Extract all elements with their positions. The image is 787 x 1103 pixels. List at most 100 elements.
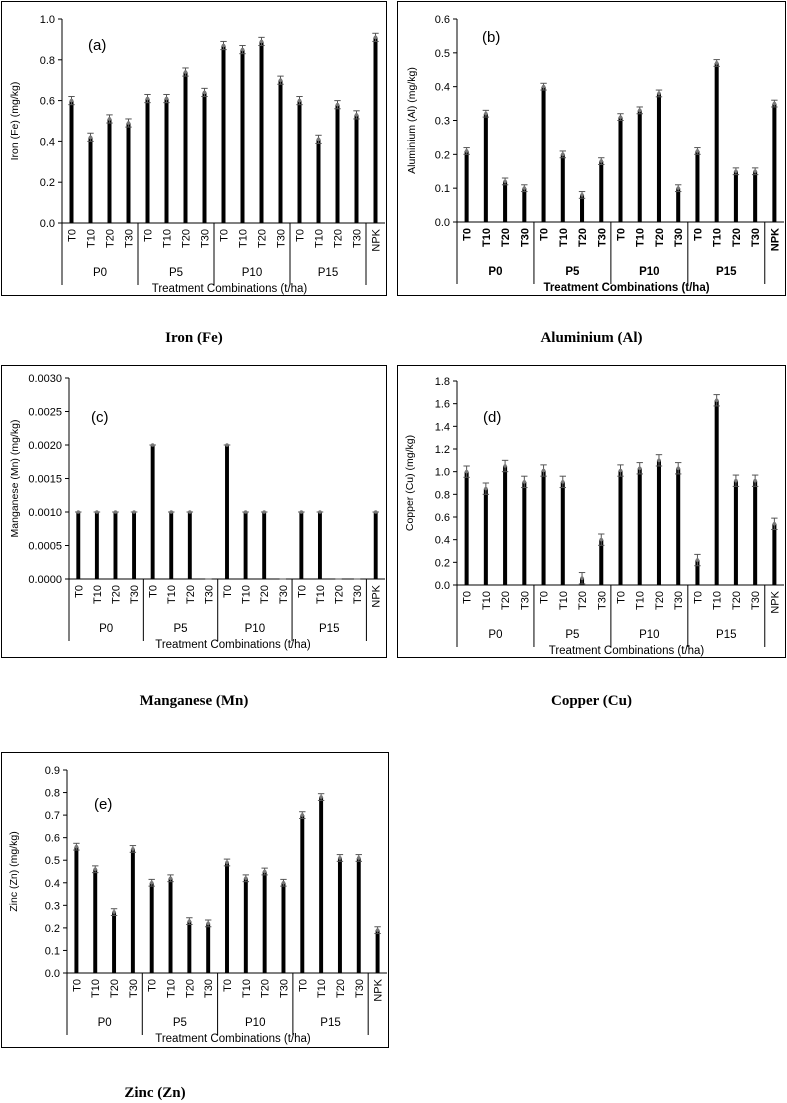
bar bbox=[753, 171, 758, 222]
group-label: P10 bbox=[242, 267, 262, 279]
mean-marker bbox=[580, 576, 584, 580]
y-tick-label: 1.2 bbox=[435, 444, 450, 456]
y-tick-label: 0.4 bbox=[435, 82, 450, 94]
category-label: T0 bbox=[219, 229, 231, 242]
mean-marker bbox=[187, 919, 192, 923]
category-label: T10 bbox=[314, 229, 326, 248]
category-label: T30 bbox=[354, 979, 366, 998]
panel-label: (a) bbox=[88, 37, 106, 54]
category-label: T0 bbox=[462, 228, 474, 241]
chart-panel-iron: 0.0 0.2 0.4 0.6 0.8 1.0 Iron (Fe) (mg/kg) (a) T0… bbox=[1, 1, 387, 296]
category-label: T0 bbox=[462, 591, 474, 604]
mean-marker bbox=[354, 113, 359, 117]
mean-marker bbox=[714, 61, 719, 65]
category-label: NPK bbox=[371, 228, 383, 251]
chart-panel-manganese: 0.0000 0.0005 0.0010 0.0015 0.0020 0.0025 0.00… bbox=[1, 365, 387, 658]
mean-marker bbox=[112, 910, 116, 914]
category-label: NPK bbox=[373, 978, 385, 1001]
bar bbox=[483, 488, 488, 585]
mean-marker bbox=[522, 480, 527, 484]
category-label: T10 bbox=[635, 228, 647, 247]
category-label: T30 bbox=[673, 591, 685, 610]
bar bbox=[262, 512, 267, 579]
mean-marker bbox=[772, 101, 777, 106]
category-label: T10 bbox=[558, 228, 570, 247]
category-label: T30 bbox=[750, 228, 762, 247]
category-label: T30 bbox=[519, 228, 531, 247]
bar bbox=[464, 471, 469, 585]
mean-marker bbox=[464, 149, 469, 153]
mean-marker bbox=[206, 921, 210, 926]
bar bbox=[94, 512, 99, 579]
bar bbox=[335, 104, 340, 223]
mean-marker bbox=[202, 90, 207, 95]
category-label: T20 bbox=[259, 585, 271, 604]
category-label: T20 bbox=[335, 979, 347, 998]
y-axis-title: Zinc (Zn) (mg/kg) bbox=[8, 831, 20, 912]
category-label: T0 bbox=[73, 585, 85, 598]
chart-caption-copper: Copper (Cu) bbox=[551, 693, 632, 709]
chart-caption-manganese: Manganese (Mn) bbox=[139, 693, 249, 709]
bar bbox=[76, 512, 81, 579]
category-label: T30 bbox=[129, 585, 141, 604]
category-label: T30 bbox=[596, 591, 608, 610]
category-label: T0 bbox=[222, 585, 234, 598]
chart-copper: 0.0 0.2 0.4 0.6 0.8 1.0 1.2 1.4 1.6 1.8 Copper (Cu… bbox=[404, 376, 784, 657]
mean-marker bbox=[74, 844, 79, 849]
bar bbox=[373, 37, 378, 223]
group-label: P0 bbox=[488, 266, 502, 278]
panel-label: (e) bbox=[94, 796, 112, 813]
category-label: T20 bbox=[105, 229, 117, 248]
category-label: T30 bbox=[278, 979, 290, 998]
y-tick-label: 0.0015 bbox=[28, 474, 62, 486]
mean-marker bbox=[95, 510, 99, 514]
bar bbox=[69, 100, 74, 223]
mean-marker bbox=[88, 135, 93, 140]
bar bbox=[240, 49, 245, 223]
bar bbox=[541, 86, 546, 223]
bar bbox=[753, 480, 758, 585]
bar bbox=[676, 188, 681, 222]
bar bbox=[560, 481, 565, 585]
mean-marker bbox=[164, 96, 169, 101]
mean-marker bbox=[637, 108, 642, 113]
category-label: T30 bbox=[352, 229, 364, 248]
mean-marker bbox=[541, 468, 546, 473]
bar bbox=[464, 150, 469, 222]
mean-marker bbox=[262, 869, 267, 874]
x-axis-title: Treatment Combinations (t/ha) bbox=[543, 282, 709, 294]
y-tick-label: 0.2 bbox=[40, 177, 55, 189]
chart-iron: 0.0 0.2 0.4 0.6 0.8 1.0 Iron (Fe) (mg/kg) (a) T0… bbox=[9, 14, 385, 295]
category-label: T20 bbox=[731, 228, 743, 247]
category-label: T0 bbox=[616, 228, 628, 241]
mean-marker bbox=[503, 179, 507, 184]
mean-marker bbox=[484, 111, 488, 116]
mean-marker bbox=[281, 880, 286, 885]
category-label: T30 bbox=[203, 979, 215, 998]
bar bbox=[150, 445, 155, 579]
category-label: T10 bbox=[241, 979, 253, 998]
bar bbox=[560, 154, 565, 222]
category-label: T0 bbox=[143, 229, 155, 242]
mean-marker bbox=[225, 443, 229, 447]
category-label: NPK bbox=[371, 584, 383, 607]
y-tick-label: 0.7 bbox=[45, 810, 60, 822]
bar bbox=[356, 857, 361, 973]
category-label: T20 bbox=[334, 585, 346, 604]
category-label: T0 bbox=[692, 228, 704, 241]
category-label: T30 bbox=[128, 979, 140, 998]
category-label: T10 bbox=[162, 229, 174, 248]
group-label: P10 bbox=[245, 1017, 265, 1029]
mean-marker bbox=[560, 480, 565, 484]
mean-marker bbox=[299, 510, 304, 514]
bar bbox=[262, 871, 267, 973]
mean-marker bbox=[695, 149, 700, 153]
group-label: P0 bbox=[99, 623, 113, 635]
mean-marker bbox=[149, 880, 154, 885]
x-axis-title: Treatment Combinations (t/ha) bbox=[549, 645, 705, 657]
category-label: T0 bbox=[67, 229, 79, 242]
category-label: T0 bbox=[147, 979, 159, 992]
y-tick-label: 0.2 bbox=[45, 923, 60, 935]
bar bbox=[281, 882, 286, 973]
mean-marker bbox=[695, 558, 700, 562]
